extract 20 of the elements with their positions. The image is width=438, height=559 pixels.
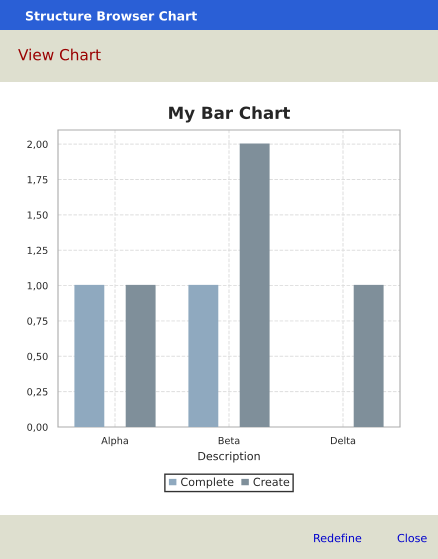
x-tick-label: Alpha — [101, 436, 128, 446]
y-tick-label: 2,00 — [27, 140, 48, 149]
text: Redefine — [314, 534, 362, 542]
text: View Chart — [18, 48, 101, 60]
x-tick-label: Delta — [330, 436, 356, 444]
y-tick-label: 1,50 — [28, 211, 48, 220]
legend-label: Create — [253, 478, 290, 486]
legend-label: Complete — [181, 477, 234, 488]
y-tick-label: 1,25 — [28, 246, 48, 256]
text: Structure Browser Chart — [26, 10, 197, 21]
y-tick-label: 0,00 — [27, 423, 48, 432]
x-tick-label: Beta — [218, 437, 240, 444]
y-tick-label: 0,75 — [27, 317, 48, 326]
chart-title: My Bar Chart — [169, 106, 290, 122]
y-tick-label: 1,75 — [28, 176, 48, 184]
y-tick-label: 0,50 — [27, 352, 48, 362]
text: Close — [398, 534, 427, 542]
x-axis-title: Description — [198, 452, 260, 462]
y-tick-label: 1,00 — [28, 282, 48, 290]
y-tick-label: 0,25 — [27, 388, 48, 396]
